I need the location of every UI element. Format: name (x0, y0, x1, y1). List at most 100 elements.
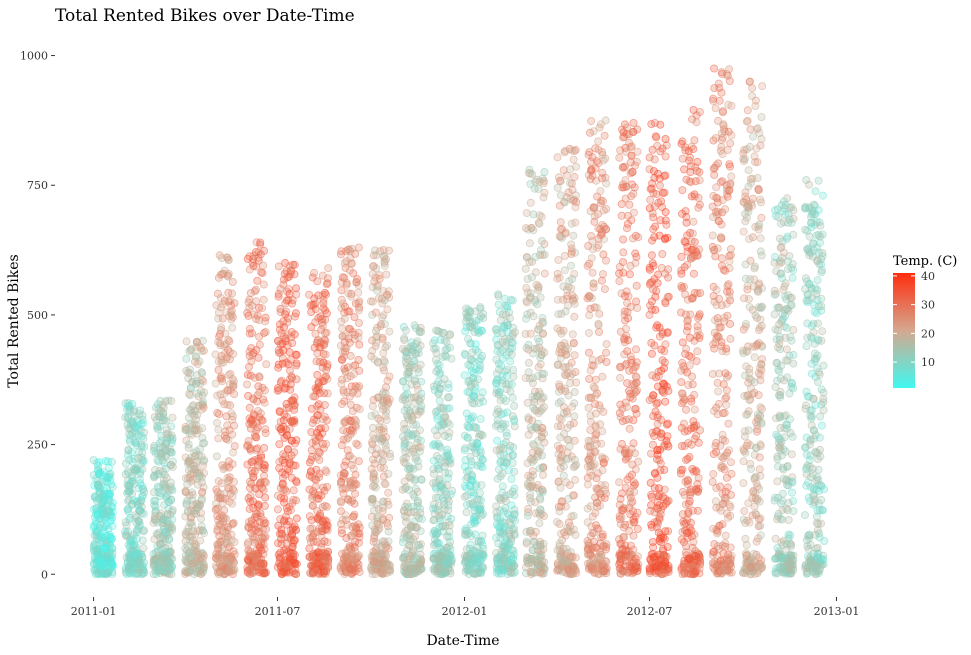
data-point (347, 244, 356, 253)
data-point (537, 236, 546, 245)
data-point (462, 508, 471, 517)
data-point (443, 418, 452, 427)
data-point (380, 358, 389, 367)
data-point (247, 357, 256, 366)
data-point (570, 462, 579, 471)
data-point (619, 268, 628, 277)
data-point (619, 248, 628, 257)
data-point (476, 569, 485, 578)
data-point (352, 524, 361, 533)
data-point (630, 487, 639, 496)
data-point (222, 412, 231, 421)
data-point (583, 480, 592, 489)
data-point (283, 318, 292, 327)
data-point (370, 470, 379, 479)
data-point (122, 570, 131, 579)
data-point (384, 488, 393, 497)
data-point (245, 403, 254, 412)
data-point (139, 544, 148, 553)
data-point (560, 266, 569, 275)
data-point (195, 526, 204, 535)
data-point (595, 123, 604, 132)
data-point (658, 356, 667, 365)
data-point (444, 560, 453, 569)
data-point (212, 418, 221, 427)
data-point (553, 518, 562, 527)
data-point (224, 370, 233, 379)
data-point (219, 465, 228, 474)
data-point (498, 530, 507, 539)
data-point (620, 338, 629, 347)
data-point (312, 567, 321, 576)
data-point (584, 403, 593, 412)
data-point (354, 318, 363, 327)
data-point (190, 509, 199, 518)
data-point (523, 298, 532, 307)
data-point (282, 561, 291, 570)
data-point (379, 311, 388, 320)
data-point (216, 339, 225, 348)
data-point (320, 516, 329, 525)
data-point (602, 340, 611, 349)
data-point (256, 479, 265, 488)
data-point (432, 478, 441, 487)
data-point (137, 432, 146, 441)
data-point (569, 569, 578, 578)
data-point (243, 441, 252, 450)
data-point (476, 312, 485, 321)
data-point (137, 496, 146, 505)
data-point (591, 391, 600, 400)
data-point (661, 553, 670, 562)
data-point (106, 490, 115, 499)
data-point (475, 548, 484, 557)
data-point (507, 501, 516, 510)
data-point (290, 418, 299, 427)
data-point (198, 487, 207, 496)
data-point (348, 407, 357, 416)
data-point (478, 388, 487, 397)
data-point (445, 343, 454, 352)
data-point (308, 532, 317, 541)
data-point (537, 350, 546, 359)
data-point (150, 473, 159, 482)
data-point (260, 443, 269, 452)
data-point (539, 193, 548, 202)
data-point (416, 393, 425, 402)
data-point (187, 406, 196, 415)
data-point (646, 506, 655, 515)
data-point (475, 356, 484, 365)
data-point (161, 528, 170, 537)
data-point (138, 492, 147, 501)
data-point (663, 543, 672, 552)
data-point (632, 358, 641, 367)
data-point (492, 376, 501, 385)
data-point (465, 558, 474, 567)
data-point (531, 177, 540, 186)
data-point (247, 415, 256, 424)
data-point (557, 233, 566, 242)
data-point (569, 525, 578, 534)
data-point (588, 529, 597, 538)
data-point (597, 439, 606, 448)
data-point (616, 373, 625, 382)
data-point (197, 368, 206, 377)
data-point (248, 533, 257, 542)
data-point (125, 437, 134, 446)
data-point (564, 188, 573, 197)
data-point (378, 333, 387, 342)
data-point (569, 231, 578, 240)
data-point (528, 457, 537, 466)
data-point (220, 506, 229, 515)
data-point (501, 491, 510, 500)
data-point (224, 256, 233, 265)
data-point (355, 340, 364, 349)
data-point (214, 434, 223, 443)
data-point (433, 415, 442, 424)
data-point (460, 349, 469, 358)
data-point (371, 450, 380, 459)
data-point (526, 198, 535, 207)
data-point (192, 338, 201, 347)
data-point (127, 538, 136, 547)
data-point (555, 414, 564, 423)
data-point (660, 465, 669, 474)
